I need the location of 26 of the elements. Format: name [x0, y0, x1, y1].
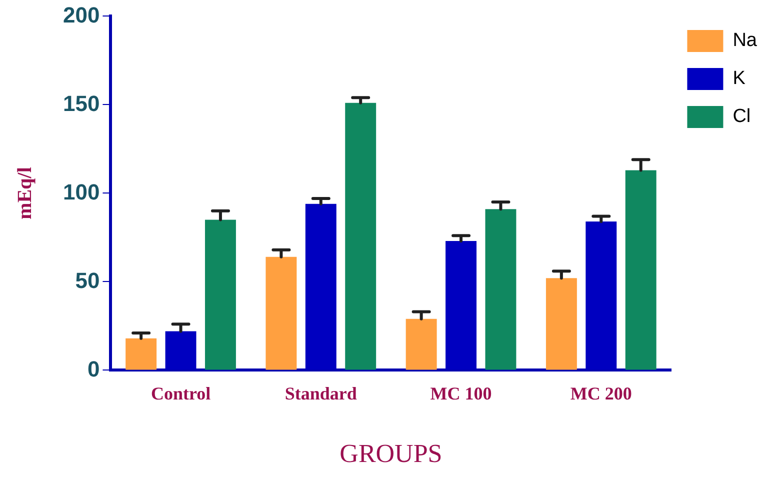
bar	[546, 278, 577, 370]
x-tick-label: MC 100	[430, 384, 492, 404]
bar	[446, 240, 477, 370]
bar	[406, 318, 437, 370]
bar	[204, 220, 236, 370]
bar	[485, 209, 516, 370]
bar	[126, 338, 157, 370]
y-tick-label: 150	[62, 90, 100, 116]
y-axis-title: mEq/l	[14, 166, 36, 220]
y-tick-label: 100	[62, 179, 100, 204]
y-tick-label: 50	[75, 268, 100, 293]
bar	[586, 222, 617, 370]
legend-label: Na	[732, 30, 758, 52]
x-axis-title: GROUPS	[340, 439, 442, 468]
bar	[305, 204, 336, 370]
bar	[625, 170, 656, 370]
y-tick-label: 0	[87, 356, 100, 382]
x-tick-label: Standard	[284, 384, 357, 404]
legend-label: K	[732, 68, 746, 90]
x-tick-label: MC 200	[570, 384, 632, 404]
legend-label: Cl	[732, 106, 751, 128]
bar	[165, 331, 196, 370]
y-tick-label: 200	[62, 2, 100, 28]
bar	[345, 102, 376, 370]
bar	[266, 256, 297, 370]
x-tick-label: Control	[150, 384, 211, 404]
